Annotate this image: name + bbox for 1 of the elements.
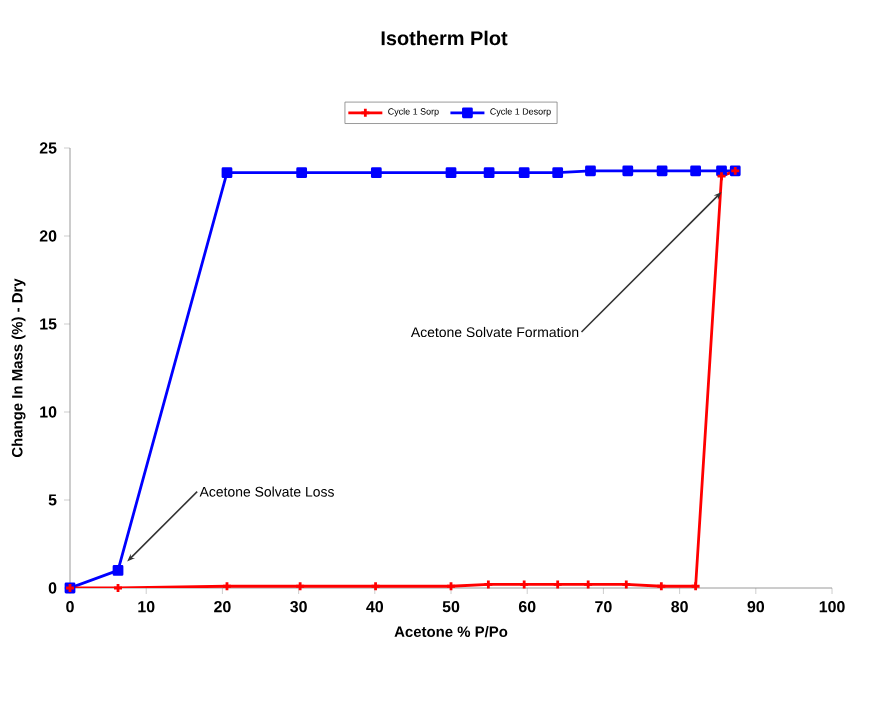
chart-title: Isotherm Plot	[381, 30, 508, 46]
